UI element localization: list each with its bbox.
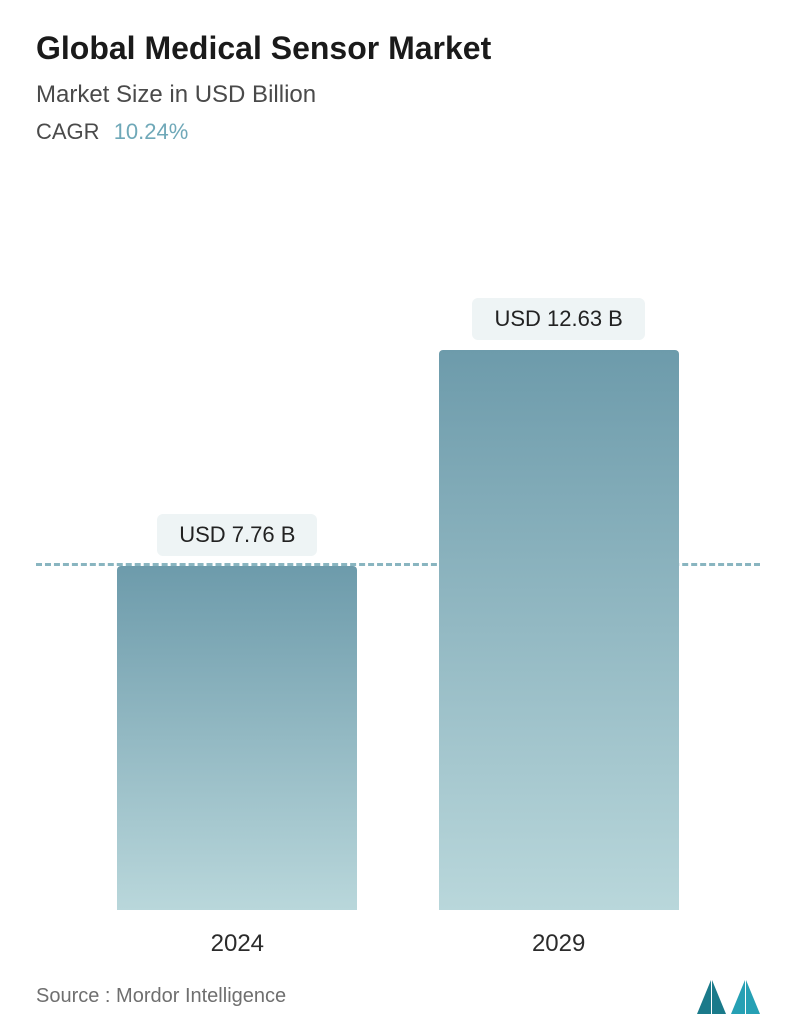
chart-container: Global Medical Sensor Market Market Size… xyxy=(0,0,796,1034)
bar-col-0: USD 7.76 B xyxy=(117,185,357,910)
cagr-row: CAGR 10.24% xyxy=(36,119,760,145)
x-label-0: 2024 xyxy=(117,930,357,958)
bars-row: USD 7.76 B USD 12.63 B xyxy=(36,185,760,910)
chart-subtitle: Market Size in USD Billion xyxy=(36,81,760,109)
logo-shape xyxy=(712,980,726,1014)
cagr-label: CAGR xyxy=(36,119,100,144)
logo-shape xyxy=(731,980,745,1014)
bar-1 xyxy=(439,350,679,910)
x-label-1: 2029 xyxy=(439,930,679,958)
value-pill-1: USD 12.63 B xyxy=(472,298,644,340)
bar-col-1: USD 12.63 B xyxy=(439,185,679,910)
logo-shape xyxy=(746,980,760,1014)
chart-area: USD 7.76 B USD 12.63 B 2024 2029 xyxy=(36,185,760,966)
source-text: Source : Mordor Intelligence xyxy=(36,985,286,1008)
chart-title: Global Medical Sensor Market xyxy=(36,30,760,67)
value-pill-0: USD 7.76 B xyxy=(157,514,317,556)
x-axis-labels: 2024 2029 xyxy=(36,930,760,958)
bar-0 xyxy=(117,566,357,910)
mordor-logo-icon xyxy=(697,978,760,1014)
cagr-value: 10.24% xyxy=(114,119,189,144)
footer: Source : Mordor Intelligence xyxy=(36,966,760,1014)
logo-shape xyxy=(697,980,711,1014)
